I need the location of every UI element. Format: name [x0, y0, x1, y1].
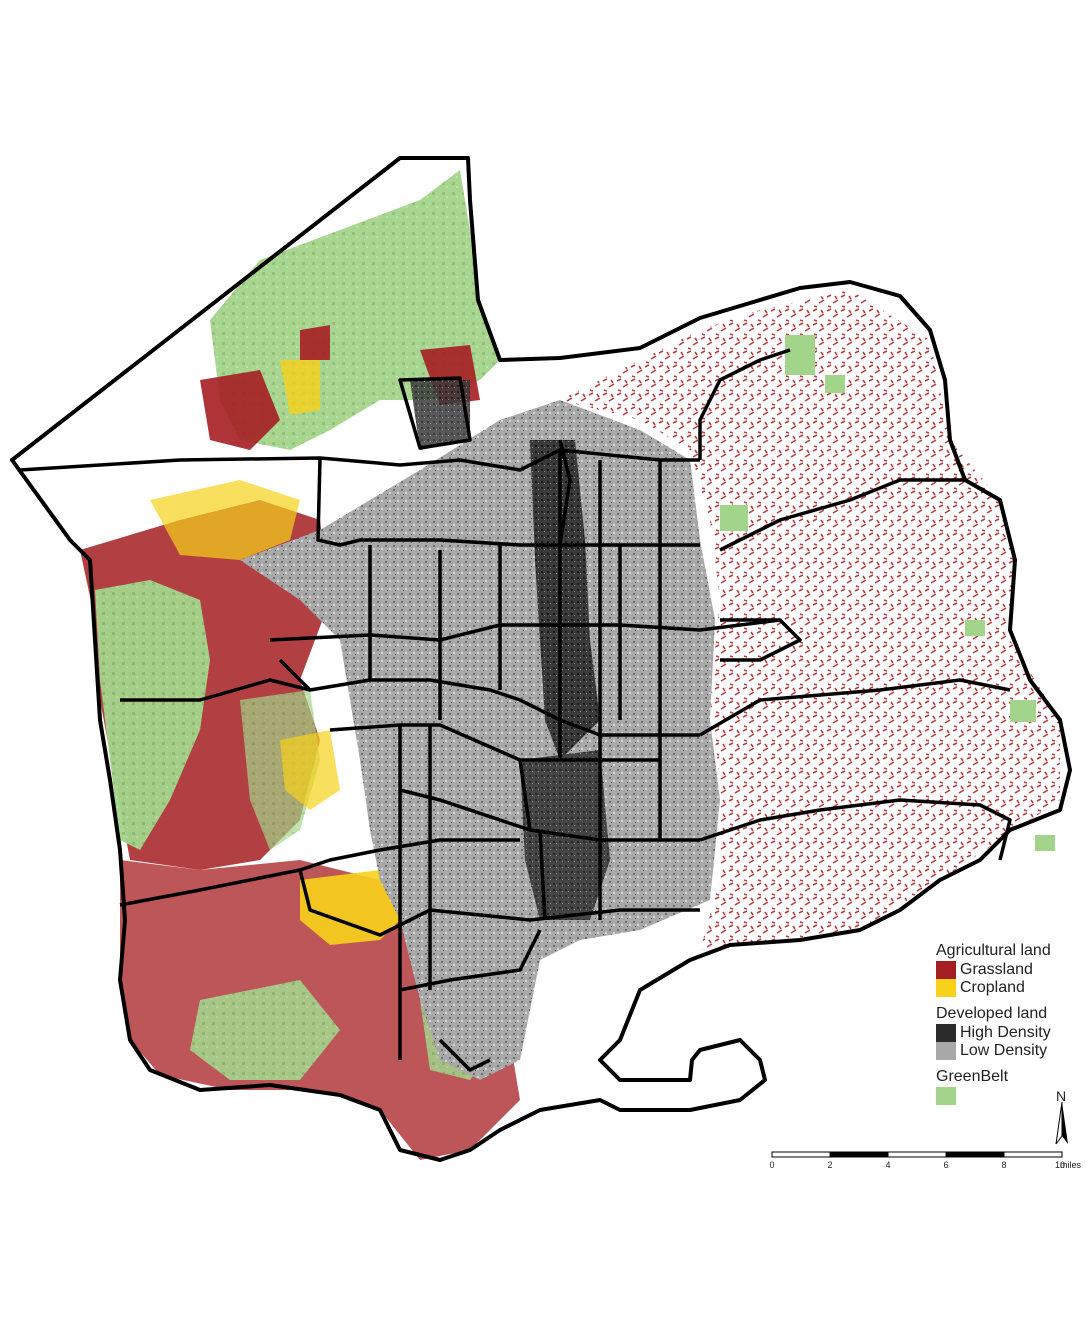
scale-tick-label: 8	[1001, 1160, 1007, 1170]
greenbelt-west-strip-2	[240, 690, 320, 850]
scale-tick-label: 2	[827, 1160, 833, 1170]
legend-item-cropland: Cropland	[934, 979, 1084, 997]
legend-label-high-density: High Density	[960, 1024, 1051, 1041]
north-label: N	[1056, 1088, 1067, 1104]
legend-item-greenbelt	[934, 1087, 1084, 1105]
municipal-boundaries	[19, 348, 1012, 1072]
greenbelt-east-patch-4	[965, 620, 985, 636]
high-density-swatch	[936, 1024, 956, 1042]
scale-tick-label: 0	[769, 1160, 775, 1170]
grassland-swatch	[936, 961, 956, 979]
legend-label-low-density: Low Density	[960, 1042, 1048, 1059]
cropland-swatch	[936, 979, 956, 997]
legend-developed-header: Developed land	[936, 1005, 1048, 1022]
legend-label-cropland: Cropland	[960, 979, 1025, 996]
county-boundary-outline	[10, 156, 1072, 1162]
developed-high-density-north	[410, 380, 470, 450]
greenbelt-southwest-patch	[190, 980, 340, 1080]
legend-label-grassland: Grassland	[960, 961, 1033, 978]
greenbelt-west-strip	[95, 580, 210, 850]
greenbelt-east-patch-2	[825, 375, 845, 393]
map-legend: Agricultural land Grassland Cropland Dev…	[934, 942, 1084, 1105]
legend-item-high-density: High Density	[934, 1024, 1084, 1042]
cropland-west-patch-2	[280, 730, 340, 810]
cropland-southwest-patch	[300, 870, 410, 945]
legend-agricultural-header: Agricultural land	[936, 942, 1051, 959]
greenbelt-east-patch-6	[1035, 835, 1055, 851]
north-arrow-icon	[1055, 1101, 1068, 1145]
low-density-swatch	[936, 1042, 956, 1060]
greenbelt-swatch	[936, 1087, 956, 1105]
grassland-east-region	[560, 290, 1060, 950]
grassland-north-patches	[200, 325, 480, 450]
greenbelt-east-patch-3	[720, 505, 748, 531]
scale-tick-label: 6	[943, 1160, 949, 1170]
scale-bar-graphic	[771, 1151, 1063, 1158]
cropland-north-patch	[280, 360, 320, 415]
greenbelt-east-patch-5	[1010, 700, 1036, 722]
cropland-west-patch	[150, 480, 300, 560]
developed-high-density-core	[530, 440, 600, 760]
legend-item-grassland: Grassland	[934, 961, 1084, 979]
scale-bar: 0 2 4 6 8 10 miles	[769, 1150, 1090, 1180]
legend-greenbelt-header: GreenBelt	[936, 1068, 1009, 1085]
greenbelt-east-patch-1	[785, 335, 815, 375]
scale-tick-label: 10	[1054, 1160, 1066, 1170]
legend-item-low-density: Low Density	[934, 1042, 1084, 1060]
scale-units-label: miles	[1060, 1160, 1082, 1170]
scale-tick-label: 4	[885, 1160, 891, 1170]
